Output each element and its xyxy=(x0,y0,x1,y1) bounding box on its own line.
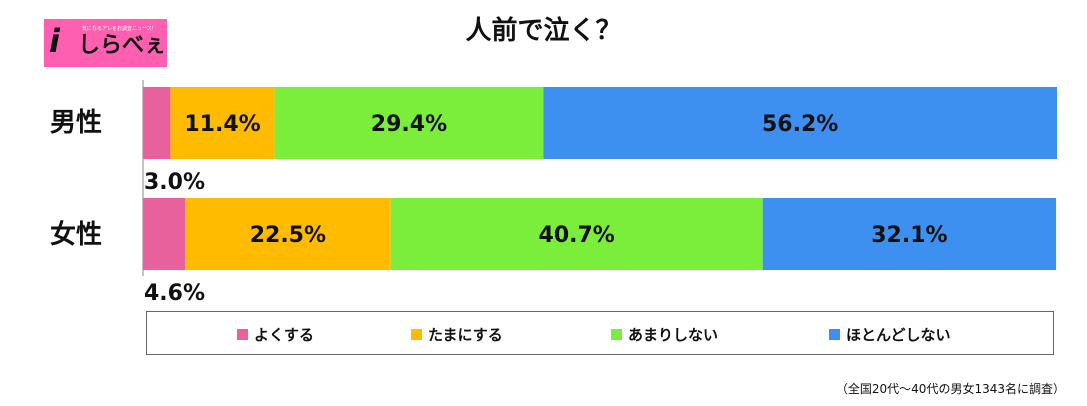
legend-item-sometimes: たまにする xyxy=(411,324,503,345)
row-label-male: 男性 xyxy=(50,108,103,138)
data-label-female-often: 4.6% xyxy=(144,281,205,306)
logo-tagline: 気になるアレをお調査ニュース! xyxy=(82,26,154,32)
legend-swatch-sometimes xyxy=(411,329,422,340)
legend-item-hardly-ever: ほとんどしない xyxy=(829,324,951,345)
legend-swatch-hardly-ever xyxy=(829,329,840,340)
bar-female-hardly-ever xyxy=(762,198,1057,270)
data-label-male-often: 3.0% xyxy=(144,170,205,195)
chart-title: 人前で泣く？ xyxy=(465,16,622,46)
legend-label-sometimes: たまにする xyxy=(428,326,503,344)
shirabee-logo: 気になるアレをお調査ニュース! i しらべぇ xyxy=(44,19,167,67)
row-label-female: 女性 xyxy=(50,220,103,250)
data-label-female-rarely: 40.7% xyxy=(539,223,615,248)
data-label-male-rarely: 29.4% xyxy=(371,112,447,137)
bar-male-rarely xyxy=(274,87,544,159)
legend-label-often: よくする xyxy=(254,326,315,344)
chart-legend: よくする たまにする あまりしない ほとんどしない xyxy=(146,311,1054,355)
bar-male-sometimes xyxy=(170,87,275,159)
data-label-male-sometimes: 11.4% xyxy=(184,112,260,137)
legend-label-hardly-ever: ほとんどしない xyxy=(846,326,951,344)
logo-wordmark: しらべぇ xyxy=(78,33,167,58)
logo-mark: i xyxy=(49,22,60,60)
legend-label-rarely: あまりしない xyxy=(628,326,719,344)
legend-item-often: よくする xyxy=(237,324,314,345)
data-label-female-sometimes: 22.5% xyxy=(250,223,326,248)
data-label-male-hardly-ever: 56.2% xyxy=(762,112,838,137)
data-label-female-hardly-ever: 32.1% xyxy=(871,223,947,248)
bar-male-often xyxy=(143,87,171,159)
legend-item-rarely: あまりしない xyxy=(611,324,718,345)
legend-swatch-rarely xyxy=(611,329,622,340)
bar-female-sometimes xyxy=(185,198,391,270)
bar-female-rarely xyxy=(390,198,763,270)
bar-male-hardly-ever xyxy=(543,87,1057,159)
bar-female-often xyxy=(143,198,186,270)
survey-note: （全国20代～40代の男女1343名に調査） xyxy=(835,382,1065,396)
legend-swatch-often xyxy=(237,329,248,340)
